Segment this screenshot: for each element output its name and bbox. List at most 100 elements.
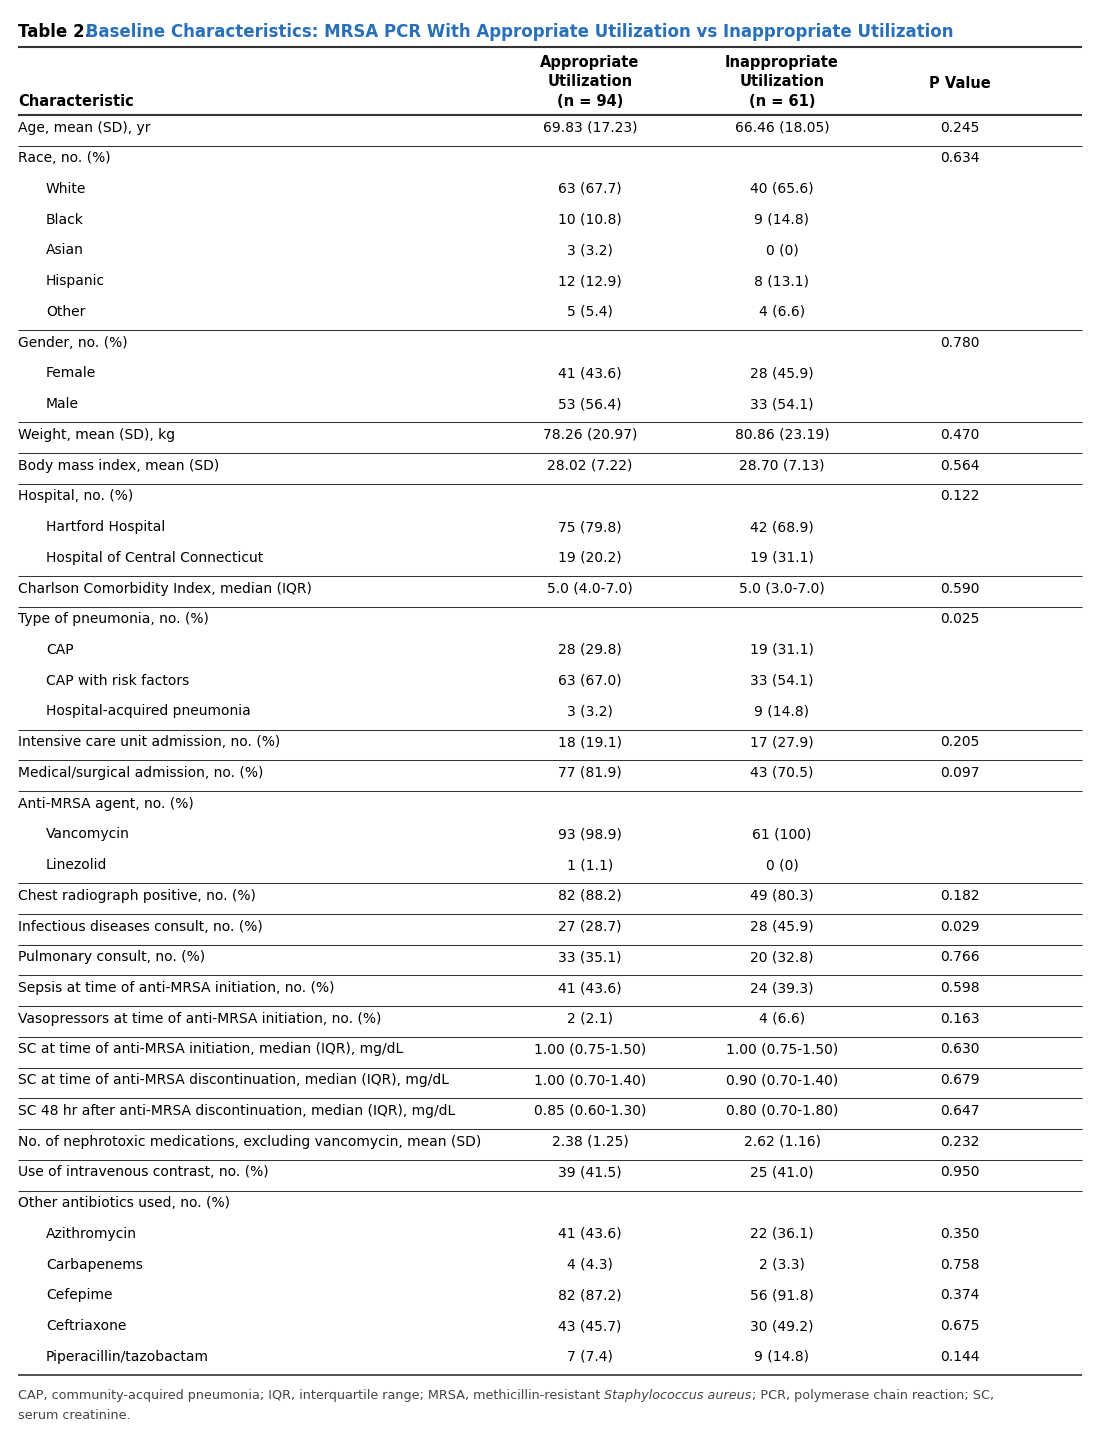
Text: Ceftriaxone: Ceftriaxone <box>46 1319 127 1334</box>
Text: 41 (43.6): 41 (43.6) <box>558 367 622 380</box>
Text: Other: Other <box>46 305 86 319</box>
Text: Female: Female <box>46 367 97 380</box>
Text: Chest radiograph positive, no. (%): Chest radiograph positive, no. (%) <box>18 889 256 903</box>
Text: 28.70 (7.13): 28.70 (7.13) <box>739 458 825 473</box>
Text: 75 (79.8): 75 (79.8) <box>558 520 622 535</box>
Text: 66.46 (18.05): 66.46 (18.05) <box>735 120 829 134</box>
Text: Weight, mean (SD), kg: Weight, mean (SD), kg <box>18 428 175 442</box>
Text: 1.00 (0.75-1.50): 1.00 (0.75-1.50) <box>534 1042 646 1056</box>
Text: SC 48 hr after anti-MRSA discontinuation, median (IQR), mg/dL: SC 48 hr after anti-MRSA discontinuation… <box>18 1104 455 1118</box>
Text: 0.025: 0.025 <box>940 613 980 626</box>
Text: 93 (98.9): 93 (98.9) <box>558 828 622 841</box>
Text: Carbapenems: Carbapenems <box>46 1257 143 1272</box>
Text: 69.83 (17.23): 69.83 (17.23) <box>542 120 637 134</box>
Text: 0.232: 0.232 <box>940 1134 980 1149</box>
Text: 20 (32.8): 20 (32.8) <box>750 951 814 964</box>
Text: 63 (67.7): 63 (67.7) <box>558 182 622 197</box>
Text: Piperacillin/tazobactam: Piperacillin/tazobactam <box>46 1350 209 1364</box>
Text: 19 (31.1): 19 (31.1) <box>750 551 814 565</box>
Text: Characteristic: Characteristic <box>18 94 134 108</box>
Text: Infectious diseases consult, no. (%): Infectious diseases consult, no. (%) <box>18 919 263 933</box>
Text: Anti-MRSA agent, no. (%): Anti-MRSA agent, no. (%) <box>18 796 194 811</box>
Text: 0.80 (0.70-1.80): 0.80 (0.70-1.80) <box>726 1104 838 1118</box>
Text: 4 (6.6): 4 (6.6) <box>759 1011 805 1026</box>
Text: 61 (100): 61 (100) <box>752 828 812 841</box>
Text: Hospital-acquired pneumonia: Hospital-acquired pneumonia <box>46 704 251 718</box>
Text: 19 (20.2): 19 (20.2) <box>558 551 622 565</box>
Text: 8 (13.1): 8 (13.1) <box>755 275 810 288</box>
Text: 41 (43.6): 41 (43.6) <box>558 1227 622 1241</box>
Text: 78.26 (20.97): 78.26 (20.97) <box>542 428 637 442</box>
Text: 0 (0): 0 (0) <box>766 858 799 873</box>
Text: 5.0 (3.0-7.0): 5.0 (3.0-7.0) <box>739 581 825 595</box>
Text: 0.029: 0.029 <box>940 919 980 933</box>
Text: 0.374: 0.374 <box>940 1289 980 1302</box>
Text: Utilization: Utilization <box>548 75 632 90</box>
Text: (n = 61): (n = 61) <box>749 94 815 108</box>
Text: Pulmonary consult, no. (%): Pulmonary consult, no. (%) <box>18 951 205 964</box>
Text: 3 (3.2): 3 (3.2) <box>568 243 613 257</box>
Text: 0.647: 0.647 <box>940 1104 980 1118</box>
Text: Inappropriate: Inappropriate <box>725 55 839 69</box>
Text: Race, no. (%): Race, no. (%) <box>18 152 111 165</box>
Text: Baseline Characteristics: MRSA PCR With Appropriate Utilization vs Inappropriate: Baseline Characteristics: MRSA PCR With … <box>80 23 954 40</box>
Text: Table 2.: Table 2. <box>18 23 91 40</box>
Text: 28.02 (7.22): 28.02 (7.22) <box>548 458 632 473</box>
Text: 82 (88.2): 82 (88.2) <box>558 889 622 903</box>
Text: 17 (27.9): 17 (27.9) <box>750 736 814 749</box>
Text: 0.245: 0.245 <box>940 120 980 134</box>
Text: CAP with risk factors: CAP with risk factors <box>46 673 189 688</box>
Text: 1.00 (0.75-1.50): 1.00 (0.75-1.50) <box>726 1042 838 1056</box>
Text: 4 (4.3): 4 (4.3) <box>568 1257 613 1272</box>
Text: 2.38 (1.25): 2.38 (1.25) <box>551 1134 628 1149</box>
Text: 28 (45.9): 28 (45.9) <box>750 367 814 380</box>
Text: 0.780: 0.780 <box>940 335 980 350</box>
Text: Body mass index, mean (SD): Body mass index, mean (SD) <box>18 458 219 473</box>
Text: 0.182: 0.182 <box>940 889 980 903</box>
Text: 5.0 (4.0-7.0): 5.0 (4.0-7.0) <box>547 581 632 595</box>
Text: 0.470: 0.470 <box>940 428 980 442</box>
Text: 10 (10.8): 10 (10.8) <box>558 212 622 227</box>
Text: Staphylococcus aureus: Staphylococcus aureus <box>604 1389 751 1402</box>
Text: Azithromycin: Azithromycin <box>46 1227 138 1241</box>
Text: 33 (35.1): 33 (35.1) <box>558 951 622 964</box>
Text: 9 (14.8): 9 (14.8) <box>755 704 810 718</box>
Text: Utilization: Utilization <box>739 75 825 90</box>
Text: Age, mean (SD), yr: Age, mean (SD), yr <box>18 120 151 134</box>
Text: 0.634: 0.634 <box>940 152 980 165</box>
Text: 82 (87.2): 82 (87.2) <box>558 1289 622 1302</box>
Text: Type of pneumonia, no. (%): Type of pneumonia, no. (%) <box>18 613 209 626</box>
Text: 0.766: 0.766 <box>940 951 980 964</box>
Text: Appropriate: Appropriate <box>540 55 640 69</box>
Text: 0.675: 0.675 <box>940 1319 980 1334</box>
Text: Black: Black <box>46 212 84 227</box>
Text: 2 (2.1): 2 (2.1) <box>566 1011 613 1026</box>
Text: 3 (3.2): 3 (3.2) <box>568 704 613 718</box>
Text: 0.144: 0.144 <box>940 1350 980 1364</box>
Text: 0.950: 0.950 <box>940 1166 980 1179</box>
Text: 5 (5.4): 5 (5.4) <box>568 305 613 319</box>
Text: Cefepime: Cefepime <box>46 1289 112 1302</box>
Text: serum creatinine.: serum creatinine. <box>18 1409 131 1422</box>
Text: 33 (54.1): 33 (54.1) <box>750 397 814 412</box>
Text: 0.350: 0.350 <box>940 1227 980 1241</box>
Text: 49 (80.3): 49 (80.3) <box>750 889 814 903</box>
Text: 43 (45.7): 43 (45.7) <box>559 1319 621 1334</box>
Text: 43 (70.5): 43 (70.5) <box>750 766 814 780</box>
Text: 41 (43.6): 41 (43.6) <box>558 981 622 996</box>
Text: 9 (14.8): 9 (14.8) <box>755 1350 810 1364</box>
Text: CAP: CAP <box>46 643 74 657</box>
Text: 28 (29.8): 28 (29.8) <box>558 643 622 657</box>
Text: White: White <box>46 182 87 197</box>
Text: Other antibiotics used, no. (%): Other antibiotics used, no. (%) <box>18 1196 230 1209</box>
Text: Hartford Hospital: Hartford Hospital <box>46 520 165 535</box>
Text: 39 (41.5): 39 (41.5) <box>558 1166 622 1179</box>
Text: 12 (12.9): 12 (12.9) <box>558 275 622 288</box>
Text: 42 (68.9): 42 (68.9) <box>750 520 814 535</box>
Text: 7 (7.4): 7 (7.4) <box>568 1350 613 1364</box>
Text: 56 (91.8): 56 (91.8) <box>750 1289 814 1302</box>
Text: 0.90 (0.70-1.40): 0.90 (0.70-1.40) <box>726 1074 838 1087</box>
Text: 0.630: 0.630 <box>940 1042 980 1056</box>
Text: 0.205: 0.205 <box>940 736 980 749</box>
Text: SC at time of anti-MRSA discontinuation, median (IQR), mg/dL: SC at time of anti-MRSA discontinuation,… <box>18 1074 449 1087</box>
